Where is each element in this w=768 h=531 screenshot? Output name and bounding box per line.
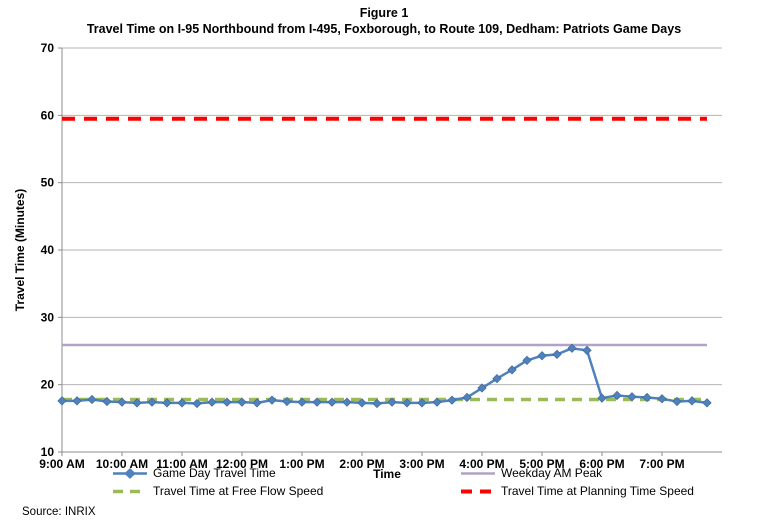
game-day-marker: [282, 396, 292, 407]
game-day-marker: [237, 397, 247, 407]
legend-label-free-flow: Travel Time at Free Flow Speed: [153, 484, 324, 498]
game-day-marker: [537, 351, 547, 361]
y-axis-tick-label: 50: [41, 176, 55, 190]
game-day-marker: [192, 398, 202, 409]
x-axis-tick-label: 9:00 AM: [39, 457, 85, 471]
game-day-marker: [102, 396, 112, 407]
game-day-marker: [357, 398, 367, 408]
game-day-marker: [492, 373, 502, 384]
legend-item-am-peak: Weekday AM Peak: [460, 466, 602, 481]
game-day-marker: [267, 395, 277, 405]
chart-title: Travel Time on I-95 Northbound from I-49…: [86, 22, 682, 36]
x-axis-tick-label: 6:00 PM: [579, 457, 624, 471]
legend-label-am-peak: Weekday AM Peak: [501, 466, 603, 480]
game-day-marker: [252, 398, 262, 408]
source-note: Source: INRIX: [22, 506, 96, 518]
game-day-line-swatch: [113, 468, 147, 479]
y-axis-tick-label: 10: [41, 445, 55, 459]
x-axis-tick-label: 5:00 PM: [519, 457, 564, 471]
game-day-marker: [402, 398, 412, 408]
y-axis-title: Travel Time (Minutes): [13, 188, 27, 312]
game-day-marker: [312, 397, 322, 407]
game-day-marker: [477, 383, 487, 393]
game-day-marker: [552, 349, 562, 359]
game-day-marker: [297, 397, 307, 407]
plot-area: 10 20 30 40 50 60 70 9:00 AM 10:00 AM 11:00 AM 12:…: [39, 41, 722, 471]
game-day-marker: [132, 398, 142, 408]
game-day-marker: [87, 394, 97, 405]
game-day-marker: [222, 397, 232, 407]
chart-title-block: Figure 1 Travel Time on I-95 Northbound …: [0, 5, 768, 37]
game-day-marker: [177, 398, 187, 408]
x-axis-tick-label: 2:00 PM: [339, 457, 384, 471]
game-day-marker: [342, 397, 352, 407]
x-axis-tick-label: 1:00 PM: [279, 457, 324, 471]
game-day-marker: [417, 398, 427, 408]
legend-label-game-day: Game Day Travel Time: [153, 466, 276, 480]
game-day-marker: [507, 365, 517, 375]
game-day-marker: [432, 397, 442, 407]
planning-line-swatch: [461, 489, 495, 494]
game-day-marker: [612, 390, 622, 401]
legend-item-free-flow: Travel Time at Free Flow Speed: [112, 484, 323, 499]
game-day-marker: [687, 396, 697, 406]
game-day-marker: [582, 345, 592, 355]
legend-item-game-day: Game Day Travel Time: [112, 466, 276, 481]
game-day-marker: [162, 398, 172, 408]
free-flow-line-swatch: [113, 489, 147, 494]
figure-label: Figure 1: [359, 6, 409, 20]
x-axis-tick-label: 4:00 PM: [459, 457, 504, 471]
legend-label-planning: Travel Time at Planning Time Speed: [501, 484, 694, 498]
x-axis-tick-label: 10:00 AM: [96, 457, 148, 471]
game-day-marker: [642, 392, 652, 403]
series-game-day-line: [62, 347, 708, 405]
y-axis-tick-label: 40: [41, 243, 55, 257]
game-day-marker: [462, 392, 472, 403]
game-day-marker: [702, 398, 712, 408]
game-day-marker: [57, 396, 67, 406]
game-day-marker: [207, 397, 217, 407]
game-day-marker: [672, 396, 682, 407]
game-day-marker: [72, 396, 82, 406]
game-day-marker: [372, 398, 382, 409]
game-day-marker: [447, 395, 457, 405]
am-peak-line-swatch: [461, 472, 495, 475]
y-axis-tick-label: 20: [41, 378, 55, 392]
game-day-marker: [327, 397, 337, 407]
y-axis-tick-label: 60: [41, 108, 55, 122]
x-axis-tick-label: 11:00 AM: [156, 457, 208, 471]
game-day-marker: [597, 393, 607, 403]
game-day-marker: [147, 397, 157, 407]
game-day-marker: [522, 355, 532, 366]
x-axis-tick-label: 3:00 PM: [399, 457, 444, 471]
legend-item-planning: Travel Time at Planning Time Speed: [460, 484, 694, 499]
game-day-marker: [567, 343, 577, 353]
game-day-marker: [657, 394, 667, 404]
x-axis-title: Time: [373, 467, 401, 481]
game-day-marker: [627, 392, 637, 402]
game-day-marker: [117, 397, 127, 407]
y-axis-tick-label: 70: [41, 41, 55, 55]
y-axis-tick-label: 30: [41, 310, 55, 324]
x-axis-tick-label: 12:00 PM: [216, 457, 268, 471]
game-day-marker: [387, 397, 397, 407]
x-axis-tick-label: 7:00 PM: [639, 457, 684, 471]
